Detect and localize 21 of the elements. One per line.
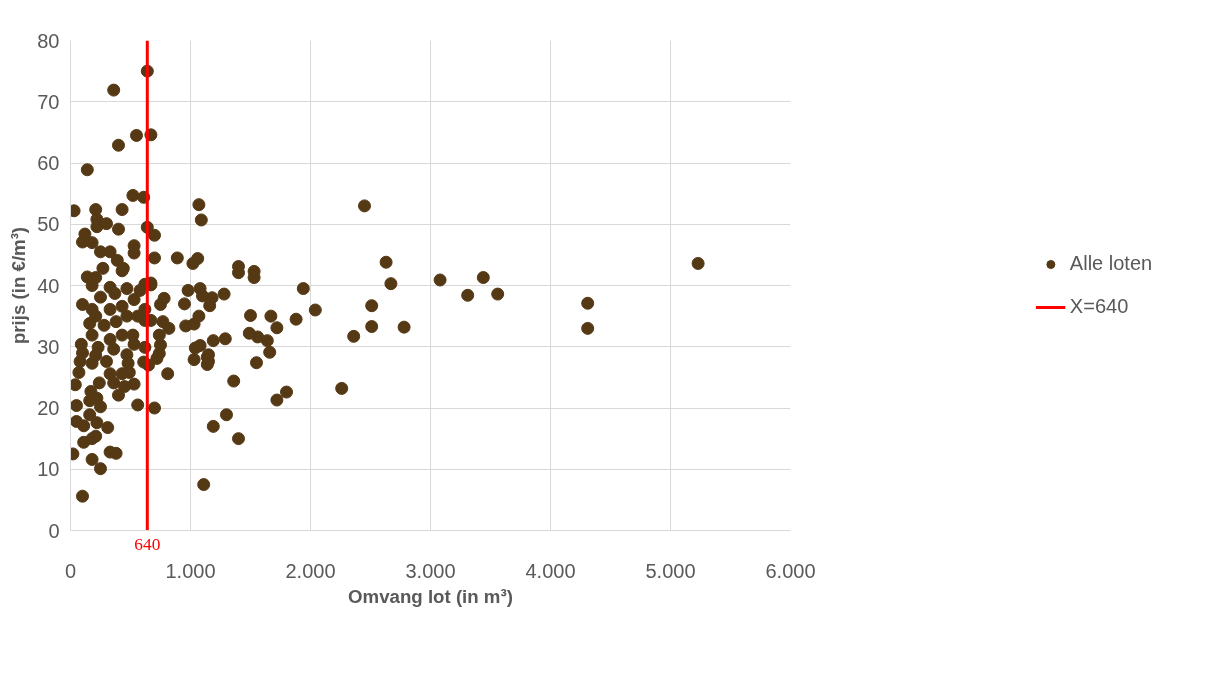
x-tick-label: 5.000 xyxy=(645,559,696,582)
x-tick-label: 6.000 xyxy=(765,559,816,582)
y-tick-label: 50 xyxy=(37,213,60,236)
y-tick-label: 60 xyxy=(37,152,60,174)
y-tick-label: 0 xyxy=(48,519,60,542)
y-axis-title: prijs (in €/m³) xyxy=(8,226,30,345)
y-tick-label: 20 xyxy=(37,397,60,419)
y-tick-label: 80 xyxy=(37,29,60,52)
x-tick-label: 4.000 xyxy=(525,559,576,582)
y-tick-label: 30 xyxy=(37,335,60,358)
x-axis-title: Omvang lot (in m³) xyxy=(348,585,513,607)
y-tick-label: 70 xyxy=(37,90,60,113)
x-tick-label: 3.000 xyxy=(405,559,456,582)
y-tick-label: 10 xyxy=(37,458,60,481)
x-tick-label: 0 xyxy=(64,559,77,582)
legend-label: Alle loten xyxy=(1069,252,1153,275)
annotation: 640 xyxy=(134,534,161,554)
x-tick-label: 2.000 xyxy=(285,559,336,582)
y-tick-label: 40 xyxy=(37,274,60,297)
x-tick-label: 1.000 xyxy=(165,559,216,582)
legend-label: X=640 xyxy=(1069,295,1129,318)
